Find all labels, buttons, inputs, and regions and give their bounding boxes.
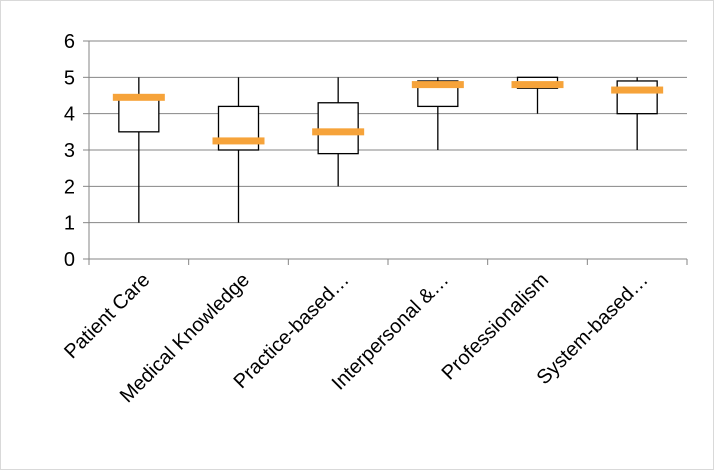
- box: [317, 102, 359, 155]
- median-marker: [611, 86, 664, 94]
- box-group: [411, 77, 464, 150]
- y-tick-label: 3: [64, 140, 75, 162]
- y-tick-label: 6: [64, 31, 75, 53]
- box: [118, 98, 160, 133]
- median-marker: [112, 93, 165, 101]
- category-label: System-based…: [533, 269, 653, 389]
- y-tick-label: 2: [64, 176, 75, 198]
- y-axis: 0 1 2 3 4 5 6: [64, 31, 90, 271]
- box-series: [112, 76, 664, 223]
- y-tick-label: 4: [64, 104, 75, 126]
- category-label: Patient Care: [60, 269, 154, 363]
- median-marker: [212, 137, 265, 145]
- y-tick-label: 5: [64, 67, 75, 89]
- box-group: [611, 77, 664, 150]
- gridlines: [89, 40, 687, 224]
- box-group: [112, 77, 165, 223]
- median-marker: [312, 128, 365, 136]
- box: [616, 80, 658, 115]
- category-label: Professionalism: [438, 269, 553, 384]
- box-group: [212, 77, 265, 223]
- box-group: [511, 76, 564, 114]
- median-marker: [511, 81, 564, 89]
- y-tick-label: 1: [64, 213, 75, 235]
- median-marker: [411, 81, 464, 89]
- box-group: [312, 77, 365, 187]
- y-tick-label: 0: [64, 249, 75, 271]
